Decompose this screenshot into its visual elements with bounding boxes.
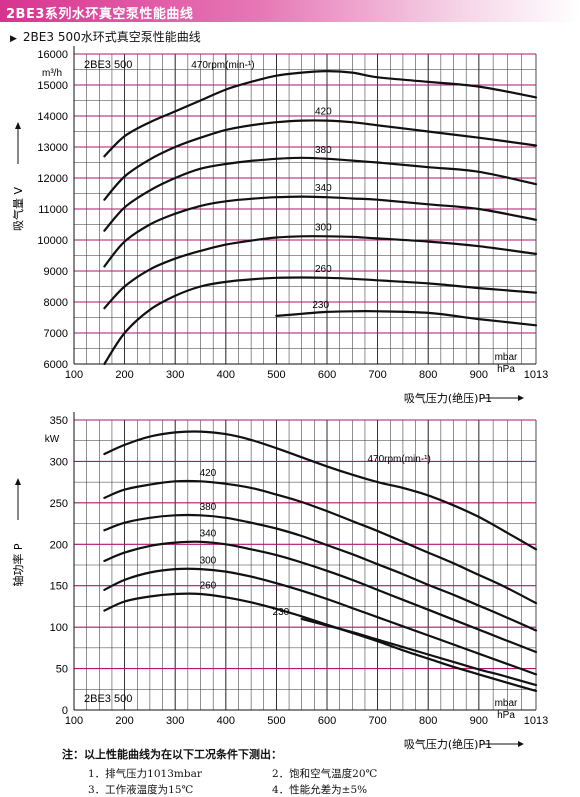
series-line-420 bbox=[103, 119, 538, 201]
x-tick-label: 600 bbox=[318, 369, 336, 381]
series-label: 300 bbox=[315, 222, 332, 233]
series-line-470rpmmin bbox=[103, 69, 538, 158]
y-tick-label: 14000 bbox=[37, 111, 68, 123]
series-label: 470rpm(min-¹) bbox=[367, 454, 430, 465]
x-tick-label: 100 bbox=[65, 369, 83, 381]
x-axis-arrowhead bbox=[518, 741, 524, 747]
series-label: 420 bbox=[200, 468, 217, 479]
y-tick-label: 50 bbox=[56, 664, 68, 676]
x-tick-label: 100 bbox=[65, 715, 83, 727]
triangle-icon: ▶ bbox=[10, 34, 17, 44]
y-axis-title: 轴功率 P bbox=[11, 543, 25, 586]
x-tick-label: 1013 bbox=[524, 715, 548, 727]
x-tick-label: 500 bbox=[267, 369, 285, 381]
x-tick-label: 700 bbox=[368, 715, 386, 727]
series-label: 380 bbox=[200, 502, 217, 513]
x-tick-label: 400 bbox=[217, 369, 235, 381]
y-tick-label: 13000 bbox=[37, 142, 68, 154]
x-tick-label: 600 bbox=[318, 715, 336, 727]
x-tick-label: 1013 bbox=[524, 369, 548, 381]
x-tick-label: 800 bbox=[419, 715, 437, 727]
series-line-230 bbox=[300, 617, 538, 687]
series-label: 260 bbox=[200, 581, 217, 592]
y-tick-label: 12000 bbox=[37, 173, 68, 185]
y-tick-label: 100 bbox=[50, 622, 68, 634]
note-item: 4．性能允差为±5% bbox=[272, 784, 368, 796]
series-label: 470rpm(min-¹) bbox=[191, 60, 254, 71]
series-line-420 bbox=[103, 479, 538, 605]
x-tick-label: 900 bbox=[470, 369, 488, 381]
y-tick-label: 11000 bbox=[38, 204, 68, 216]
subtitle: ▶ 2BE3 500水环式真空泵性能曲线 bbox=[10, 28, 201, 45]
series-line-340 bbox=[103, 195, 538, 268]
x-tick-label: 700 bbox=[368, 369, 386, 381]
header-bar: 2BE3系列水环真空泵性能曲线 bbox=[0, 0, 580, 22]
y-unit-label: m³/h bbox=[42, 68, 62, 79]
y-axis-title: 吸气量 V bbox=[11, 187, 25, 231]
y-tick-label: 9000 bbox=[44, 266, 68, 278]
series-line-300 bbox=[103, 567, 538, 676]
y-tick-label: 350 bbox=[50, 415, 68, 427]
y-unit-label: kW bbox=[45, 434, 60, 445]
note-item: 3．工作液温度为15℃ bbox=[88, 784, 194, 796]
x-tick-label: 200 bbox=[115, 369, 133, 381]
y-tick-label: 200 bbox=[50, 539, 68, 551]
y-tick-label: 150 bbox=[50, 581, 68, 593]
model-label: 2BE3 500 bbox=[84, 693, 132, 705]
y-axis-arrowhead bbox=[15, 478, 21, 485]
series-line-380 bbox=[103, 513, 538, 632]
y-tick-label: 6000 bbox=[44, 359, 68, 371]
x-unit-label: mbar bbox=[495, 352, 518, 363]
x-unit-label: hPa bbox=[497, 364, 515, 375]
series-line-340 bbox=[103, 540, 538, 654]
series-line-260 bbox=[103, 276, 538, 366]
x-tick-label: 500 bbox=[267, 715, 285, 727]
x-axis-arrowhead bbox=[518, 395, 524, 401]
y-tick-label: 250 bbox=[50, 498, 68, 510]
model-label: 2BE3 500 bbox=[84, 59, 132, 71]
y-tick-label: 10000 bbox=[37, 235, 68, 247]
subtitle-text: 2BE3 500水环式真空泵性能曲线 bbox=[22, 30, 201, 44]
y-tick-label: 16000 bbox=[37, 49, 68, 61]
y-tick-label: 300 bbox=[50, 456, 68, 468]
series-label: 380 bbox=[315, 145, 332, 156]
series-label: 230 bbox=[273, 607, 290, 618]
y-tick-label: 8000 bbox=[44, 297, 68, 309]
series-label: 230 bbox=[312, 300, 329, 311]
y-tick-label: 0 bbox=[62, 705, 68, 717]
series-line-230 bbox=[275, 310, 538, 327]
x-unit-label: hPa bbox=[497, 710, 515, 721]
note-item: 1．排气压力1013mbar bbox=[88, 768, 202, 780]
y-tick-label: 15000 bbox=[37, 80, 68, 92]
y-tick-label: 7000 bbox=[44, 328, 68, 340]
note-item: 2．饱和空气温度20℃ bbox=[272, 768, 378, 780]
series-line-470rpmmin bbox=[103, 430, 538, 551]
x-tick-label: 800 bbox=[419, 369, 437, 381]
series-label: 420 bbox=[315, 107, 332, 118]
header-title: 2BE3系列水环真空泵性能曲线 bbox=[6, 7, 194, 22]
series-label: 260 bbox=[315, 264, 332, 275]
x-tick-label: 400 bbox=[217, 715, 235, 727]
series-line-260 bbox=[103, 592, 538, 692]
x-tick-label: 900 bbox=[470, 715, 488, 727]
x-tick-label: 200 bbox=[115, 715, 133, 727]
x-axis-title: 吸气压力(绝压)P1 bbox=[404, 737, 492, 751]
x-unit-label: mbar bbox=[495, 698, 518, 709]
series-label: 340 bbox=[200, 528, 217, 539]
series-label: 300 bbox=[200, 556, 217, 567]
series-line-300 bbox=[103, 235, 538, 310]
notes-block: 注：以上性能曲线为在以下工况条件下测出： bbox=[62, 746, 282, 762]
x-axis-title: 吸气压力(绝压)P1 bbox=[404, 391, 492, 405]
series-line-380 bbox=[103, 156, 538, 232]
x-tick-label: 300 bbox=[166, 369, 184, 381]
y-axis-arrowhead bbox=[15, 122, 21, 129]
notes-head: 注：以上性能曲线为在以下工况条件下测出： bbox=[62, 748, 282, 761]
series-label: 340 bbox=[315, 183, 332, 194]
x-tick-label: 300 bbox=[166, 715, 184, 727]
